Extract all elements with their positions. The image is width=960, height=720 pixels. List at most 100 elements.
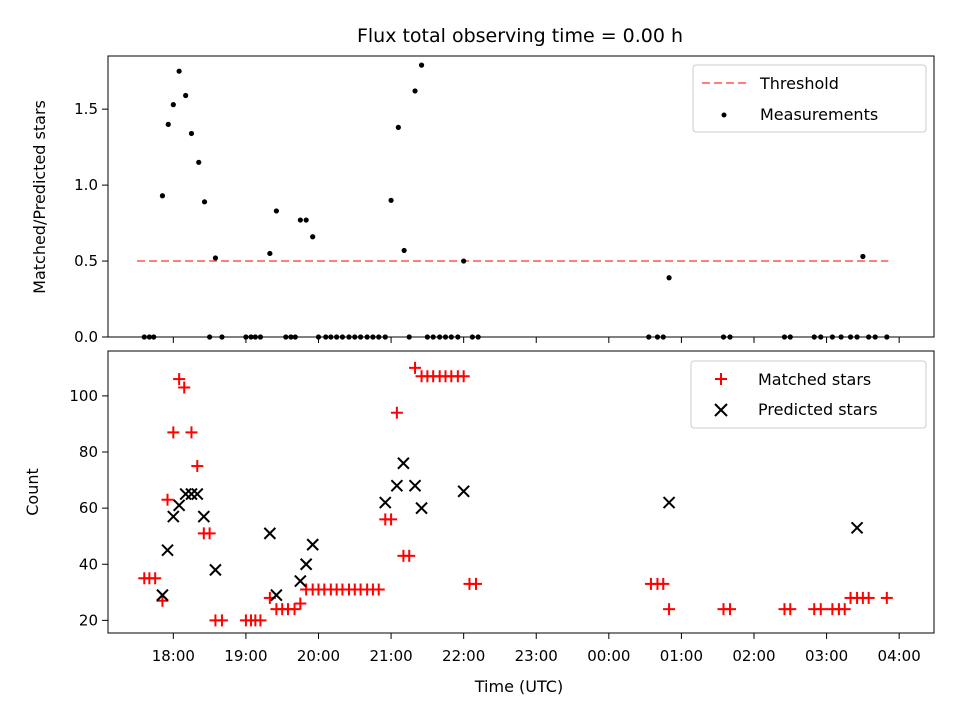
predicted-star-point <box>270 588 283 602</box>
measurement-point <box>872 334 878 340</box>
counts-legend-box <box>690 360 927 429</box>
counts-y-tick-label: 100 <box>69 387 98 405</box>
measurement-point <box>297 217 303 223</box>
matched-star-point <box>724 603 737 616</box>
predicted-star-point <box>191 487 204 501</box>
ratio-y-tick-label: 0.0 <box>74 328 98 346</box>
predicted-star-point <box>179 487 192 501</box>
matched-star-point <box>191 460 204 473</box>
x-tick-label: 22:00 <box>442 647 485 665</box>
predicted-star-point <box>299 558 313 571</box>
measurement-point <box>829 334 835 340</box>
measurement-point <box>364 334 370 340</box>
matched-star-point <box>149 572 162 585</box>
measurement-point <box>838 334 844 340</box>
measurement-point <box>469 334 475 340</box>
measurement-point <box>818 334 824 340</box>
predicted-star-point <box>408 479 422 492</box>
measurement-point <box>252 334 258 340</box>
measurement-point <box>847 334 854 340</box>
matched-star-point <box>288 603 301 616</box>
ratio-axes: 0.0 0.5 1.0 1.5 Matched/Predicted stars Thr… <box>30 55 935 346</box>
ratio-y-tick-label: 1.0 <box>74 176 98 194</box>
x-tick-label: 02:00 <box>732 647 775 665</box>
chart-title: Flux total observing time = 0.00 h <box>357 25 683 47</box>
measurement-point <box>854 334 860 340</box>
ratio-legend-box <box>692 64 927 133</box>
predicted-legend-label: Predicted stars <box>758 400 878 419</box>
counts-y-tick-label: 80 <box>79 443 98 461</box>
measurement-points <box>141 62 890 340</box>
measurement-point <box>401 247 407 254</box>
measurement-point <box>646 334 652 340</box>
counts-y-axis-label: Count <box>23 468 42 516</box>
matched-star-point <box>469 577 482 590</box>
measurement-point <box>219 334 225 340</box>
x-tick-label: 20:00 <box>297 647 340 665</box>
matched-star-point <box>403 549 416 562</box>
ratio-y-tick-label: 0.5 <box>74 252 98 270</box>
counts-axes-frame <box>107 350 935 634</box>
measurement-point <box>141 334 147 340</box>
measurement-point <box>176 68 182 74</box>
predicted-star-point <box>306 538 319 551</box>
counts-axes: 20 40 60 80 100 18:00 19:00 20:00 21:00 22:00 23:… <box>23 350 935 696</box>
x-tick-label: 21:00 <box>369 647 412 665</box>
matched-star-point <box>814 603 827 616</box>
measurement-point <box>323 334 329 340</box>
measurement-point <box>170 102 176 108</box>
measurements-legend-label: Measurements <box>760 105 878 124</box>
measurement-point <box>406 334 412 340</box>
predicted-star-point <box>263 527 277 540</box>
measurement-point <box>146 334 152 340</box>
measurement-point <box>183 92 189 99</box>
ratio-y-tick-label: 1.5 <box>74 100 98 118</box>
counts-y-tick-label: 60 <box>79 499 98 517</box>
measurement-point <box>430 334 436 340</box>
measurement-point <box>395 124 401 130</box>
matched-star-point <box>663 603 676 616</box>
predicted-star-point <box>850 521 864 534</box>
matched-star-point <box>880 591 893 604</box>
ratio-legend: Threshold Measurements <box>692 64 927 133</box>
counts-x-ticks: 18:00 19:00 20:00 21:00 22:00 23:00 00:00 01:00… <box>152 633 921 665</box>
matched-star-point <box>390 406 403 419</box>
measurement-point <box>388 197 394 203</box>
matched-star-point <box>862 591 875 604</box>
matched-star-point <box>167 426 180 439</box>
matched-star-point <box>215 614 228 627</box>
ratio-y-ticks: 0.0 0.5 1.0 1.5 <box>74 100 108 346</box>
matched-star-point <box>203 527 216 540</box>
matched-star-point <box>294 597 307 610</box>
measurement-point <box>418 62 425 68</box>
matched-star-point <box>178 381 191 394</box>
predicted-star-point <box>156 588 169 602</box>
measurement-point <box>727 334 733 340</box>
measurement-point <box>811 334 817 340</box>
measurement-point <box>303 217 309 223</box>
predicted-star-point <box>397 457 410 470</box>
ratio-axes-frame <box>107 55 935 338</box>
measurement-point <box>292 334 298 340</box>
measurement-point <box>339 334 346 340</box>
predicted-star-point <box>457 485 470 498</box>
measurement-point <box>346 334 352 340</box>
matched-star-point <box>784 603 797 616</box>
counts-y-ticks: 20 40 60 80 100 <box>69 387 108 629</box>
predicted-star-points <box>156 457 864 602</box>
measurement-point <box>243 334 249 340</box>
measurement-point <box>352 334 358 340</box>
measurement-point <box>412 88 418 94</box>
measurement-point <box>787 334 793 340</box>
predicted-star-point <box>167 510 180 523</box>
measurement-point <box>660 334 666 340</box>
measurement-point <box>455 334 461 340</box>
predicted-star-point <box>161 544 174 557</box>
measurement-point <box>151 334 157 340</box>
predicted-star-point <box>209 563 222 577</box>
measurement-point <box>257 334 264 340</box>
measurement-point <box>248 334 254 340</box>
predicted-star-point <box>185 487 198 501</box>
measurement-point <box>884 334 890 340</box>
measurement-point <box>196 159 202 165</box>
